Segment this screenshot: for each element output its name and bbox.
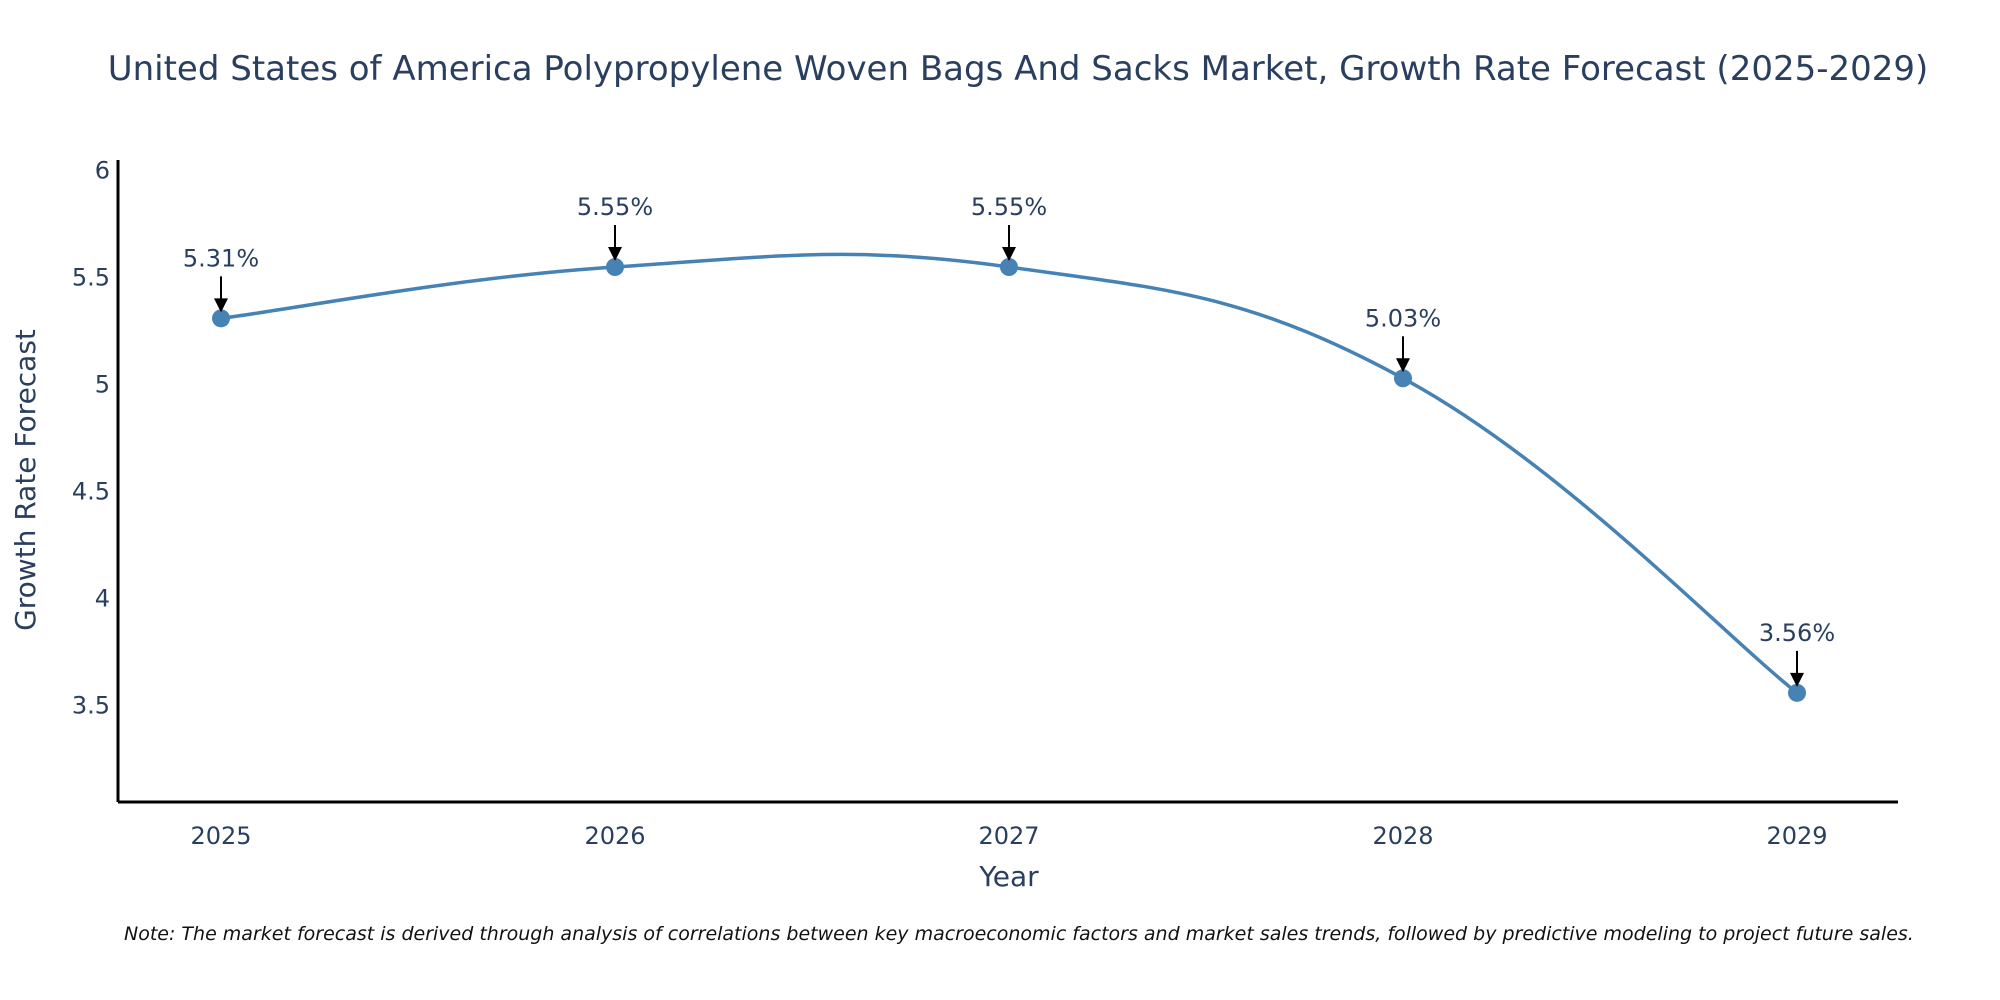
data-label: 5.55% xyxy=(577,193,653,221)
annotation-arrowhead xyxy=(608,247,622,261)
data-labels: 5.31% 5.55% 5.55% 5.03% 3.56% xyxy=(183,193,1835,687)
data-point xyxy=(1394,369,1412,388)
annotation-arrowhead xyxy=(214,298,228,313)
data-point xyxy=(1788,683,1806,702)
data-label: 5.31% xyxy=(183,244,259,272)
data-label: 3.56% xyxy=(1759,619,1835,647)
series-markers xyxy=(212,258,1806,702)
data-point xyxy=(1000,258,1018,276)
footnote: Note: The market forecast is derived thr… xyxy=(124,923,1914,945)
chart-title: United States of America Polypropylene W… xyxy=(108,49,1929,89)
y-tick-label: 6 xyxy=(95,157,110,185)
x-tick-label: 2028 xyxy=(1372,822,1433,850)
data-point xyxy=(606,258,624,276)
y-axis-ticks: 3.5 4 4.5 5 5.5 6 xyxy=(72,157,110,720)
data-point xyxy=(212,309,230,328)
x-axis-ticks: 2025 2026 2027 2028 2029 xyxy=(190,822,1827,850)
x-tick-label: 2026 xyxy=(584,822,645,850)
data-label: 5.03% xyxy=(1365,304,1441,332)
y-tick-label: 5 xyxy=(95,371,110,399)
x-axis-title: Year xyxy=(978,860,1039,893)
x-tick-label: 2029 xyxy=(1766,822,1827,850)
y-axis-title: Growth Rate Forecast xyxy=(9,329,42,631)
x-tick-label: 2025 xyxy=(190,822,251,850)
annotation-arrowhead xyxy=(1002,247,1016,261)
data-label: 5.55% xyxy=(971,193,1047,221)
series-line xyxy=(220,252,1799,695)
y-tick-label: 3.5 xyxy=(72,692,110,720)
y-tick-label: 4 xyxy=(95,585,110,613)
plot-area: 3.544.555.56 2025 2026 2027 2028 2029 5.31%5… xyxy=(72,157,1898,850)
y-tick-label: 4.5 xyxy=(72,478,110,506)
annotation-arrowhead xyxy=(1396,358,1410,373)
annotation-arrowhead xyxy=(1790,672,1804,687)
x-tick-label: 2027 xyxy=(978,822,1039,850)
y-tick-label: 5.5 xyxy=(72,264,110,292)
